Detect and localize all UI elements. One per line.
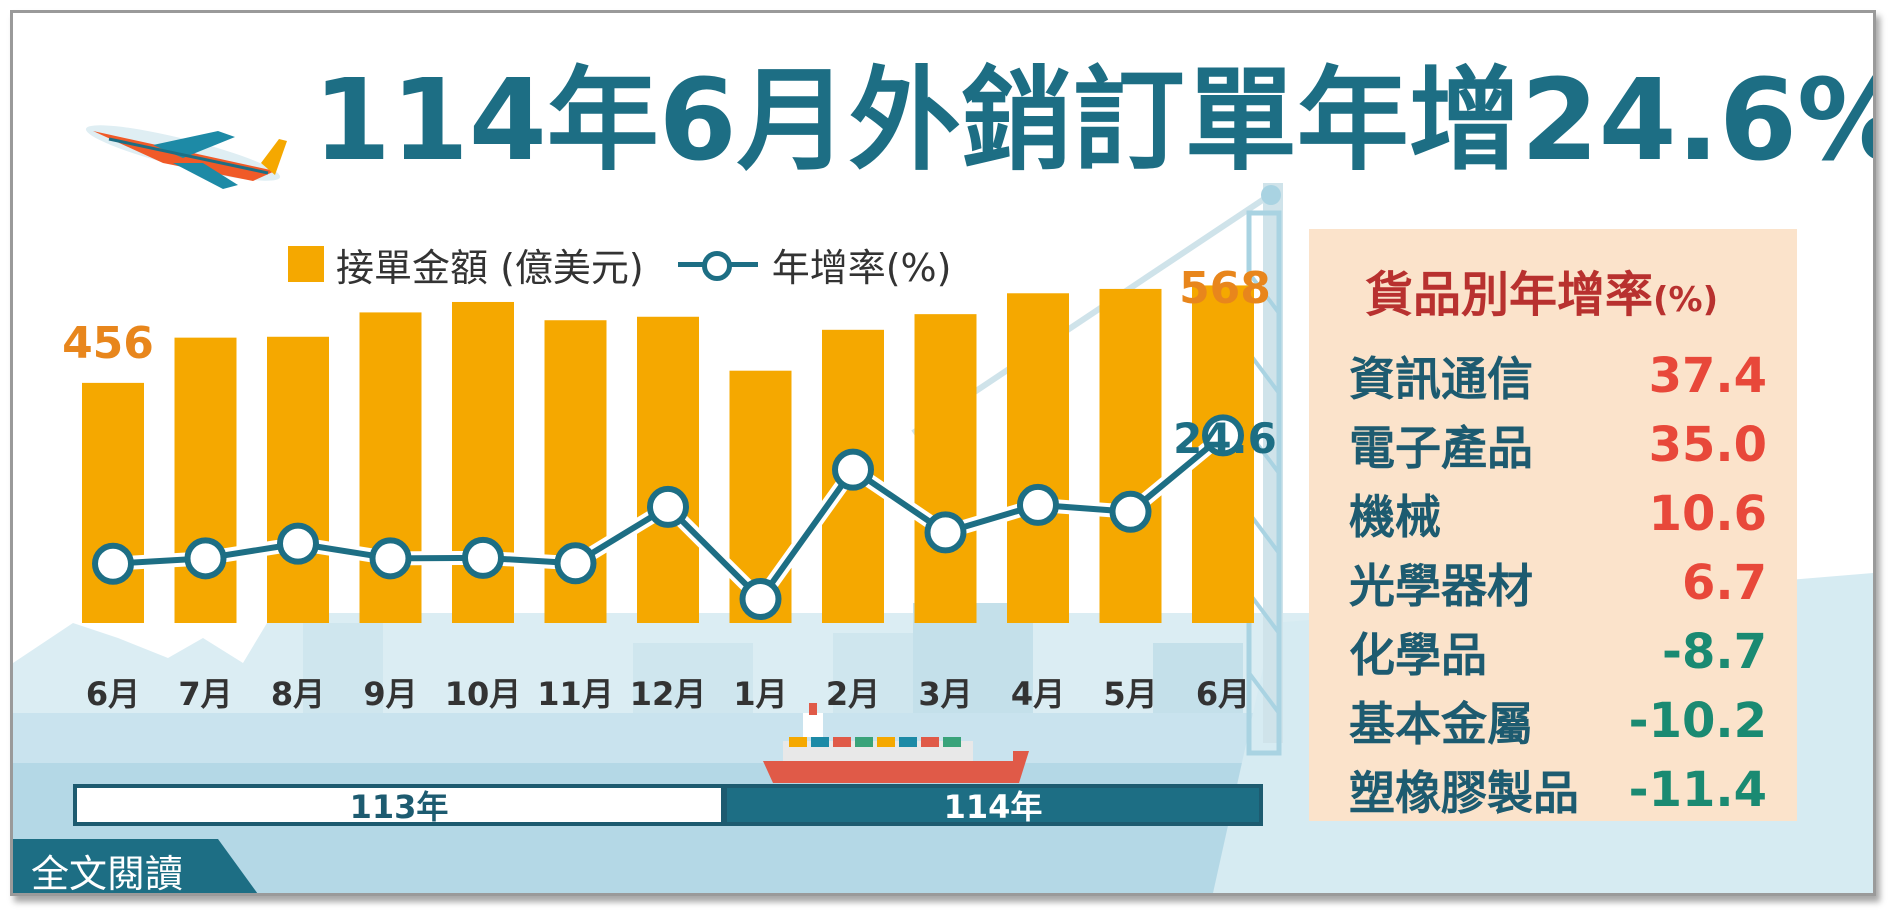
- panel-category: 基本金屬: [1349, 696, 1533, 751]
- year-group-113: 113年: [73, 784, 725, 826]
- legend: 接單金額 (億美元) 年增率(%): [288, 241, 952, 290]
- line-point: [739, 578, 782, 620]
- x-tick-label: 4月: [1011, 675, 1065, 713]
- panel-row: 基本金屬 -10.2: [1349, 686, 1767, 755]
- x-tick-label: 3月: [918, 675, 972, 713]
- line-point: [277, 522, 319, 565]
- line-point: [1109, 490, 1152, 533]
- last-rate-label: 24.6: [1173, 414, 1277, 463]
- line-point: [647, 485, 689, 528]
- bar: [1007, 293, 1069, 623]
- read-more-button[interactable]: 全文閱讀: [13, 839, 263, 893]
- line-point: [92, 542, 134, 585]
- ship-icon: [763, 703, 1029, 783]
- x-tick-label: 7月: [178, 675, 232, 713]
- page-title: 114年6月外銷訂單年增24.6%: [313, 65, 1873, 177]
- panel-value: 35.0: [1648, 416, 1767, 473]
- line-point: [184, 537, 227, 580]
- line-point: [832, 448, 874, 491]
- bar: [174, 337, 237, 623]
- first-bar-label: 456: [62, 318, 154, 369]
- line-point: [369, 537, 412, 580]
- year-group-114: 114年: [725, 784, 1263, 826]
- legend-bars-label: 接單金額 (億美元): [336, 245, 644, 290]
- x-tick-label: 9月: [363, 675, 417, 713]
- category-growth-panel: 貨品別年增率(%) 資訊通信 37.4 電子產品 35.0 機械 10.6 光學器材 6.7 化…: [1309, 229, 1797, 821]
- panel-category: 電子產品: [1349, 420, 1533, 475]
- panel-category: 機械: [1349, 489, 1441, 544]
- line-point: [924, 511, 967, 554]
- legend-line-marker: [677, 246, 758, 282]
- panel-value: 6.7: [1681, 554, 1767, 611]
- line-point: [1017, 483, 1059, 526]
- panel-category: 塑橡膠製品: [1349, 765, 1579, 820]
- line-point: [1202, 414, 1244, 457]
- data-labels: 456 568 24.6: [62, 263, 1277, 463]
- bar: [637, 316, 699, 623]
- panel-value: 37.4: [1648, 347, 1767, 404]
- panel-row: 塑橡膠製品 -11.4: [1349, 755, 1767, 824]
- bar: [267, 336, 329, 623]
- bar-series: [82, 285, 1254, 623]
- panel-value: -10.2: [1628, 692, 1767, 749]
- panel-list: 資訊通信 37.4 電子產品 35.0 機械 10.6 光學器材 6.7 化學品 -8.7 基本金屬…: [1349, 341, 1767, 824]
- bar: [1099, 288, 1162, 623]
- line-series: [92, 414, 1244, 620]
- panel-row: 機械 10.6: [1349, 479, 1767, 548]
- panel-row: 資訊通信 37.4: [1349, 341, 1767, 410]
- title-main: 114年6月外銷訂單年增24.6%: [313, 56, 1876, 186]
- airplane-icon: [85, 125, 287, 189]
- line-point: [554, 542, 597, 585]
- x-tick-label: 2月: [826, 675, 880, 713]
- x-tick-label: 8月: [271, 675, 325, 713]
- bar: [914, 314, 977, 623]
- x-tick-label: 11月: [537, 675, 614, 713]
- panel-title: 貨品別年增率(%): [1365, 255, 1767, 325]
- x-tick-label: 5月: [1103, 675, 1157, 713]
- panel-value: -11.4: [1628, 761, 1767, 818]
- panel-title-text: 貨品別年增率: [1365, 267, 1654, 323]
- panel-category: 化學品: [1349, 627, 1487, 682]
- x-tick-label: 1月: [733, 675, 787, 713]
- panel-value: 10.6: [1648, 485, 1767, 542]
- panel-row: 化學品 -8.7: [1349, 617, 1767, 686]
- panel-title-unit: (%): [1653, 280, 1719, 320]
- panel-category: 資訊通信: [1349, 351, 1533, 406]
- infographic-frame: 456 568 24.6 6月 7月 8月 9月 10月 11月 12月 1月 2月 3月 4月 5月 6月…: [10, 10, 1876, 896]
- x-tick-label: 10月: [445, 675, 522, 713]
- x-tick-label: 6月: [1196, 675, 1250, 713]
- legend-bar-swatch: [288, 246, 324, 282]
- panel-value: -8.7: [1662, 623, 1767, 680]
- x-tick-label: 12月: [630, 675, 707, 713]
- bar: [82, 382, 144, 623]
- x-axis: 6月 7月 8月 9月 10月 11月 12月 1月 2月 3月 4月 5月 6月: [86, 675, 1250, 713]
- line-point: [462, 536, 504, 579]
- last-bar-label: 568: [1179, 263, 1271, 314]
- x-tick-label: 6月: [86, 675, 140, 713]
- panel-row: 光學器材 6.7: [1349, 548, 1767, 617]
- legend-line-label: 年增率(%): [771, 245, 952, 290]
- panel-row: 電子產品 35.0: [1349, 410, 1767, 479]
- panel-category: 光學器材: [1349, 558, 1533, 613]
